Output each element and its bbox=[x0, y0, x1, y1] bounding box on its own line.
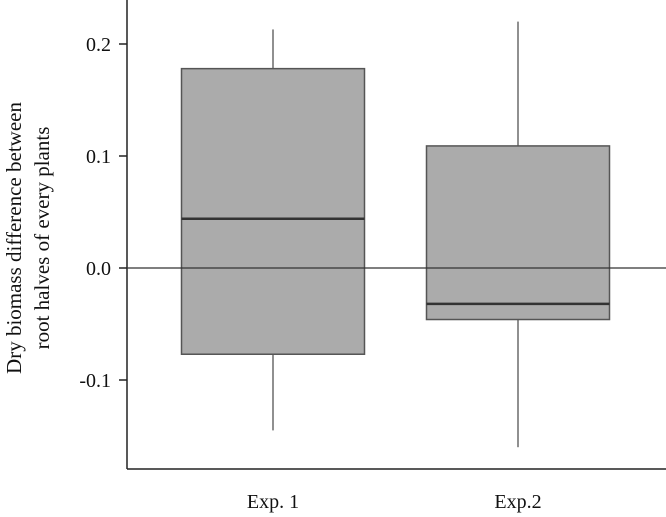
x-category-label: Exp. 1 bbox=[247, 491, 299, 513]
y-axis-title: Dry biomass difference between root halv… bbox=[2, 102, 54, 374]
y-tick-label: 0.1 bbox=[86, 146, 111, 168]
box-iqr bbox=[180, 67, 366, 355]
x-category-label: Exp.2 bbox=[494, 491, 541, 513]
y-tick-label: -0.1 bbox=[79, 370, 111, 392]
y-tick-label: 0.0 bbox=[86, 258, 111, 280]
box-iqr bbox=[425, 145, 611, 321]
y-axis-title-line-1: Dry biomass difference between bbox=[2, 102, 26, 374]
y-axis-title-line-2: root halves of every plants bbox=[30, 127, 54, 350]
y-tick-label: 0.2 bbox=[86, 34, 111, 56]
plot-area: 0.2 0.1 0.0 -0.1 Exp. 1 Exp.2 bbox=[79, 0, 666, 513]
